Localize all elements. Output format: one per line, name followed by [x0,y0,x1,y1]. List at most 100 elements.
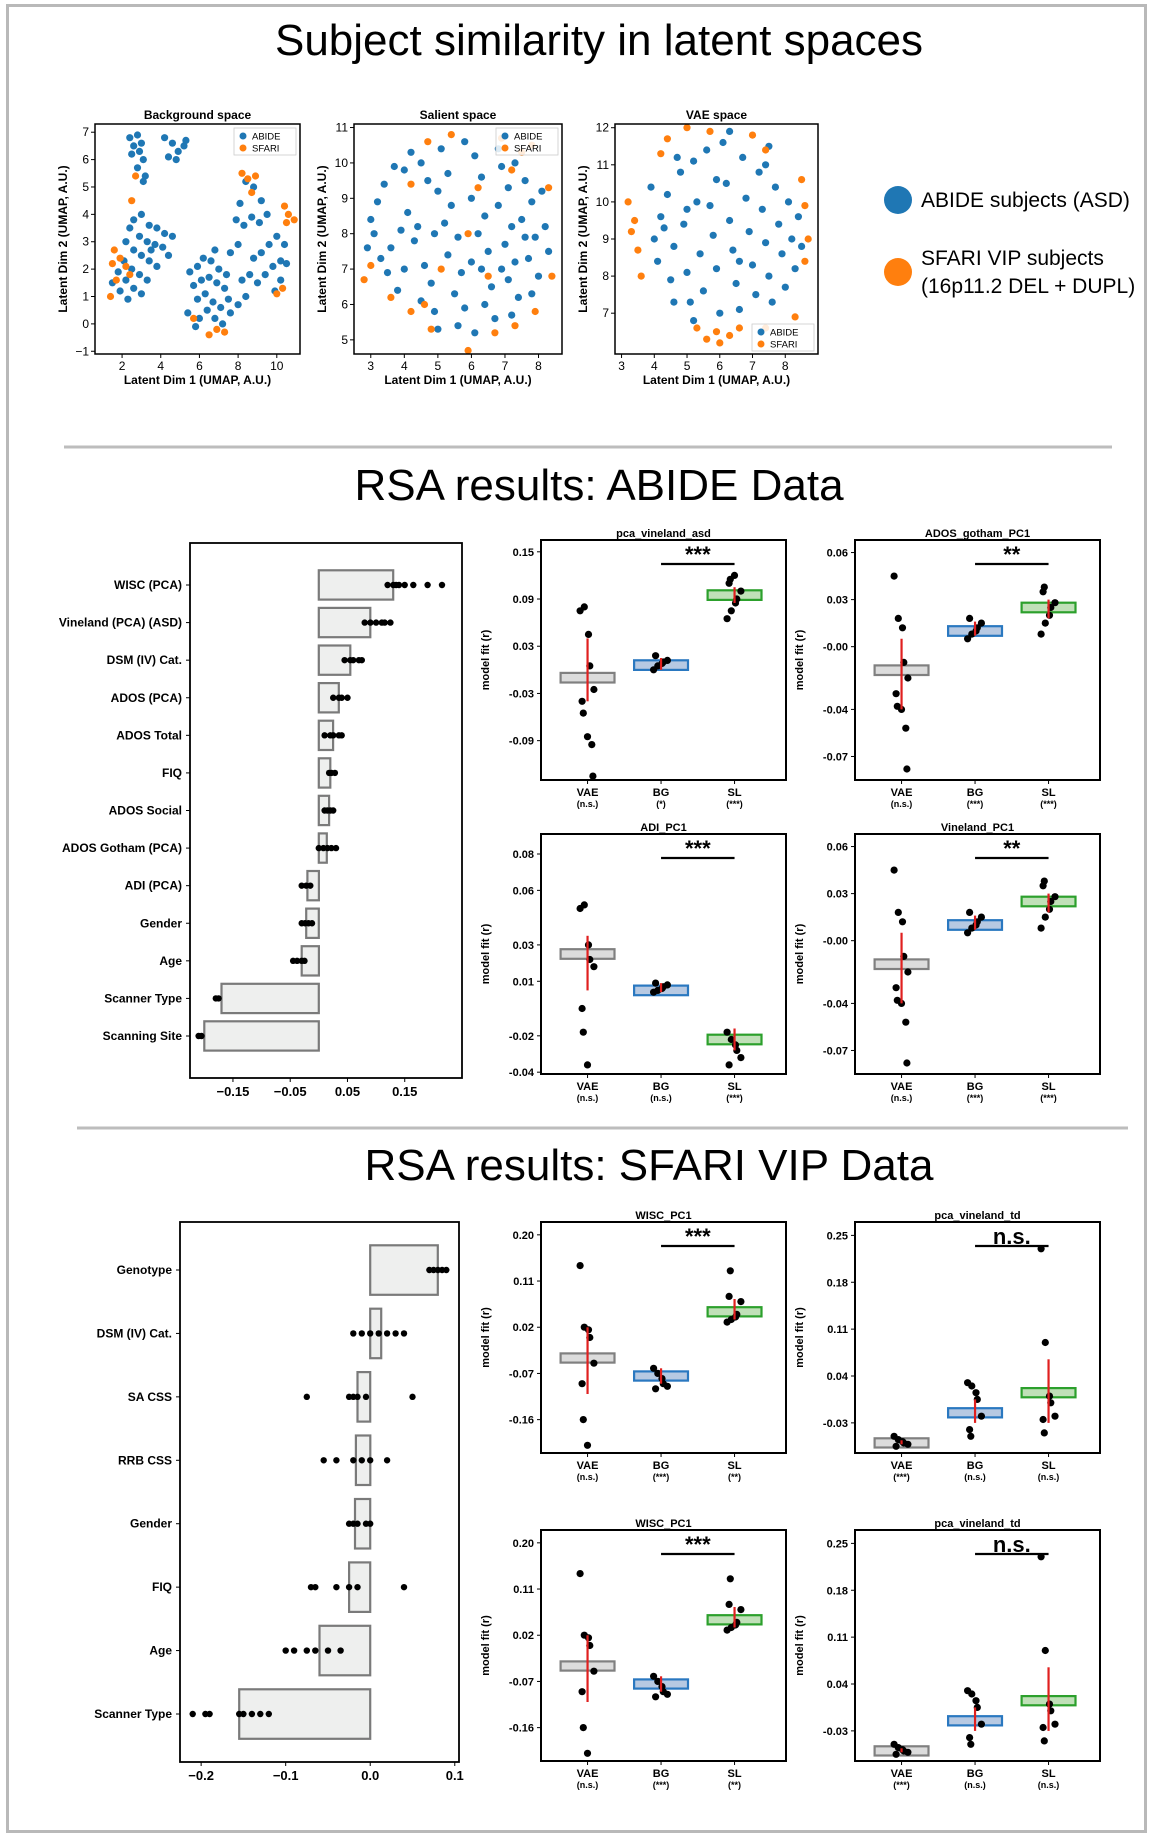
scatter-point [387,293,395,301]
group-chart: pca_vineland_td -0.03 0.04 0.11 0.18 0.25 mode… [794,1210,1101,1482]
x-tick-sublabel: (**) [728,1472,741,1482]
scatter-point [464,346,472,355]
data-point [350,1330,357,1337]
scatter-point [209,298,217,306]
y-tick-label: 0.18 [827,1277,848,1289]
data-point [337,1647,344,1654]
data-point [650,1672,658,1680]
scatter-point [205,273,213,281]
scatter-point [508,311,516,319]
data-point [966,908,974,917]
x-tick-label: BG [967,1460,984,1472]
scatter-point [116,287,124,295]
data-point [338,694,345,701]
plot-frame [540,1221,787,1454]
scatter-point [147,246,155,254]
category-label: FIQ [152,1580,172,1594]
data-point [726,1267,734,1275]
y-axis-label: Latent Dim 2 (UMAP, A.U.) [576,165,590,312]
scatter-point [253,279,262,287]
scatter-point [143,238,151,246]
scatter-point [122,238,130,246]
data-point [892,984,900,992]
scatter-point [524,254,533,263]
scatter-point [161,134,169,142]
y-tick-label: 0.06 [827,548,848,560]
category-label: DSM (IV) Cat. [97,1326,172,1340]
data-point [737,1298,745,1306]
x-tick-label: −0.2 [188,1768,214,1783]
scatter-point [541,223,549,231]
data-point [898,624,907,632]
y-tick-label: 0.25 [827,1230,848,1242]
data-point [892,1442,900,1450]
big-legend-marker [884,258,912,286]
data-point [890,866,898,874]
y-tick-label: -0.04 [509,1067,535,1079]
group-chart: pca_vineland_asd -0.09 -0.03 0.03 0.09 0.15 mo… [480,528,787,809]
y-tick-label: 0.03 [827,595,848,607]
x-tick-label: SL [1042,1081,1056,1093]
legend-label: ABIDE [770,328,799,339]
data-point [654,1677,662,1685]
significance-label: n.s. [993,1532,1031,1557]
scatter-point [703,335,711,343]
scatter-point [545,247,553,255]
scatter-point [683,124,691,132]
x-tick-label: BG [967,1081,984,1093]
scatter-point [250,183,258,191]
scatter-point [768,298,776,306]
data-point [650,1364,658,1372]
data-point [663,981,672,989]
scatter-point [487,283,496,291]
data-point [248,1710,256,1718]
y-tick-label: -0.07 [509,1368,534,1380]
y-tick-label: -0.03 [509,688,534,700]
data-point [725,1061,733,1069]
y-tick-label: 5 [341,333,348,347]
y-tick-label: -0.16 [509,1723,534,1735]
data-point [298,882,305,889]
x-tick-label: SL [728,1768,742,1780]
data-point [737,1606,745,1614]
y-tick-label: 0.02 [513,1322,534,1334]
scatter-point [251,172,260,180]
scatter-point [784,198,793,206]
x-tick-label: 7 [502,359,509,373]
scatter-point [521,233,529,241]
scatter-point [650,235,658,243]
scatter-point [161,229,169,238]
x-tick-label: BG [967,787,984,799]
data-point [579,1028,587,1036]
data-point [977,619,986,627]
x-tick-label: SL [1042,1460,1056,1472]
plot-frame [189,542,463,1079]
scatter-point [279,284,287,292]
data-point [579,1416,587,1424]
data-point [1051,893,1059,901]
scatter-point [263,210,271,218]
data-point [966,1426,974,1434]
data-point [1040,583,1048,591]
data-point [589,772,597,780]
plot-frame [540,539,787,781]
scatter-point [791,265,799,273]
x-tick-sublabel: (***) [726,799,743,809]
scatter-point [781,283,789,291]
scatter-point [709,231,717,239]
category-label: Genotype [117,1263,173,1277]
y-tick-label: 0.06 [513,885,534,897]
scatter-plot: Salient space 3 4 5 6 7 8 5 6 7 8 9 10 11 Latent Dim 1… [315,108,563,387]
scatter-point [192,323,200,331]
y-tick-label: 0.04 [827,1371,849,1383]
data-point [308,920,316,927]
category-label: SA CSS [128,1390,172,1404]
scatter-point [703,146,711,154]
scatter-point [481,212,489,220]
data-point [967,1432,975,1440]
scatter-point [511,159,519,167]
x-tick-label: BG [653,1768,670,1780]
x-tick-label: SL [1042,787,1056,799]
scatter-point [367,261,375,270]
